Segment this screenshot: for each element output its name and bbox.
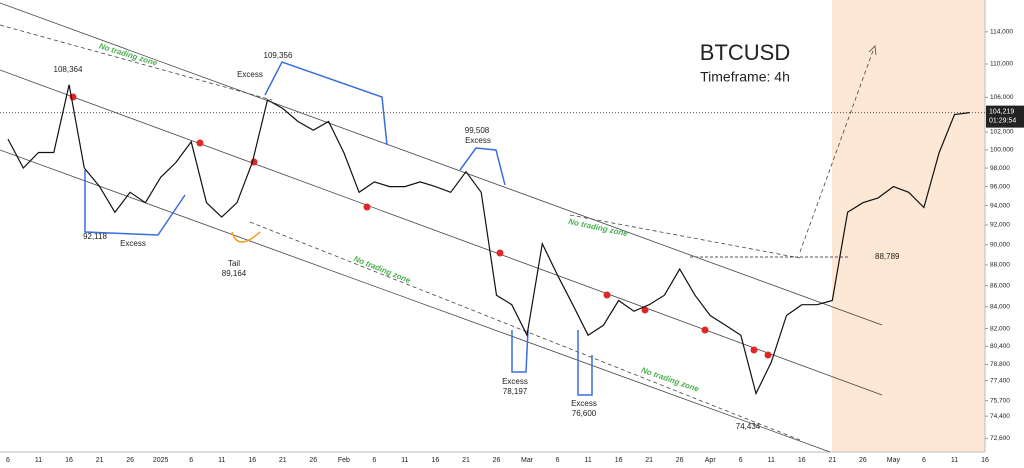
y-tick-label: 92,000	[990, 222, 1010, 229]
price-label: 104,219	[989, 108, 1014, 115]
channel-line	[0, 149, 831, 453]
channel-line	[0, 69, 883, 396]
dot	[641, 306, 649, 314]
x-tick-label: 16	[65, 457, 73, 464]
dashed-line	[0, 24, 273, 101]
x-tick-label: 6	[6, 457, 10, 464]
annotation: 89,164	[222, 269, 247, 278]
y-tick-label: 94,000	[990, 202, 1010, 209]
price-box	[986, 105, 1024, 128]
x-tick-label: 6	[922, 457, 926, 464]
x-tick-label: 26	[493, 457, 501, 464]
dot	[196, 139, 204, 147]
price-series	[7, 84, 970, 396]
x-tick-label: 2025	[153, 457, 169, 464]
x-tick-label: 6	[372, 457, 376, 464]
y-tick-label: 84,000	[990, 304, 1010, 311]
y-tick-label: 75,700	[990, 397, 1010, 404]
y-tick-label: 114,000	[990, 29, 1013, 36]
y-tick-label: 102,000	[990, 129, 1014, 136]
x-tick-label: 26	[859, 457, 867, 464]
y-tick-label: 77,400	[990, 377, 1010, 384]
x-tick-label: 16	[248, 457, 256, 464]
y-tick-label: 100,000	[990, 147, 1014, 154]
excess-box	[459, 147, 506, 186]
x-tick-label: 6	[189, 457, 193, 464]
highlight-region	[832, 0, 985, 452]
annotation: Excess	[465, 136, 491, 145]
annotation: 92,118	[83, 232, 107, 241]
annotation: Excess	[571, 399, 597, 408]
x-tick-label: 11	[218, 457, 225, 464]
x-tick-label: 11	[401, 457, 408, 464]
y-tick-label: 74,400	[990, 413, 1010, 420]
excess-box	[511, 329, 529, 373]
excess-box	[264, 61, 388, 146]
y-tick-label: 88,000	[990, 262, 1010, 269]
annotation: 108,364	[54, 65, 83, 74]
dot	[496, 249, 504, 257]
y-tick-label: 90,000	[990, 241, 1010, 248]
dot	[363, 203, 371, 211]
dot	[750, 346, 758, 354]
y-tick-label: 86,000	[990, 282, 1010, 289]
annotation: Excess	[502, 377, 528, 386]
y-tick-label: 110,000	[990, 61, 1013, 68]
x-tick-label: 16	[981, 457, 989, 464]
annotation: 76,600	[572, 409, 597, 418]
y-tick-label: 96,000	[990, 183, 1010, 190]
x-tick-label: 26	[126, 457, 134, 464]
x-tick-label: 21	[96, 457, 104, 464]
x-tick-label: 11	[768, 457, 775, 464]
chart-subtitle: Timeframe: 4h	[700, 69, 790, 85]
countdown: 01:29:54	[989, 117, 1016, 124]
y-tick-label: 106,000	[990, 94, 1014, 101]
annotation: 109,356	[264, 51, 293, 60]
dashed-line	[569, 214, 801, 259]
y-tick-label: 82,000	[990, 325, 1010, 332]
annotation: 99,508	[465, 126, 490, 135]
x-tick-label: 21	[462, 457, 470, 464]
excess-box	[84, 170, 186, 236]
channel-line	[0, 2, 883, 326]
annotation: 74,434	[736, 422, 761, 431]
y-tick-label: 72,600	[990, 435, 1010, 442]
x-tick-label: 26	[309, 457, 317, 464]
x-tick-label: 21	[645, 457, 653, 464]
projection-arrow	[868, 45, 877, 56]
excess-box	[577, 330, 593, 396]
y-tick-label: 78,800	[990, 361, 1010, 368]
y-tick-label: 80,400	[990, 343, 1010, 350]
dot	[701, 326, 709, 334]
annotation: Tail	[228, 259, 240, 268]
annotation: Excess	[237, 70, 263, 79]
y-tick-label: 98,000	[990, 165, 1010, 172]
annotation: 78,197	[503, 387, 528, 396]
x-tick-label: 21	[279, 457, 287, 464]
x-tick-label: Feb	[338, 457, 350, 464]
x-tick-label: 6	[739, 457, 743, 464]
x-tick-label: 21	[828, 457, 836, 464]
annotation: Excess	[120, 239, 146, 248]
dot	[603, 291, 611, 299]
x-tick-label: 16	[615, 457, 623, 464]
x-tick-label: Apr	[705, 457, 717, 464]
excess-boxes	[84, 61, 593, 396]
x-tick-label: 16	[432, 457, 440, 464]
chart-title: BTCUSD	[700, 40, 790, 65]
tail-curve	[231, 231, 261, 243]
x-tick-label: 11	[951, 457, 958, 464]
x-tick-label: Mar	[521, 457, 534, 464]
level-label: 88,789	[875, 252, 900, 261]
x-tick-label: 11	[584, 457, 591, 464]
dot	[764, 351, 772, 359]
x-tick-label: 26	[676, 457, 684, 464]
x-tick-label: 6	[556, 457, 560, 464]
x-tick-label: 11	[35, 457, 42, 464]
x-tick-label: 16	[798, 457, 806, 464]
x-tick-label: May	[887, 457, 901, 464]
projection-line	[799, 47, 875, 253]
